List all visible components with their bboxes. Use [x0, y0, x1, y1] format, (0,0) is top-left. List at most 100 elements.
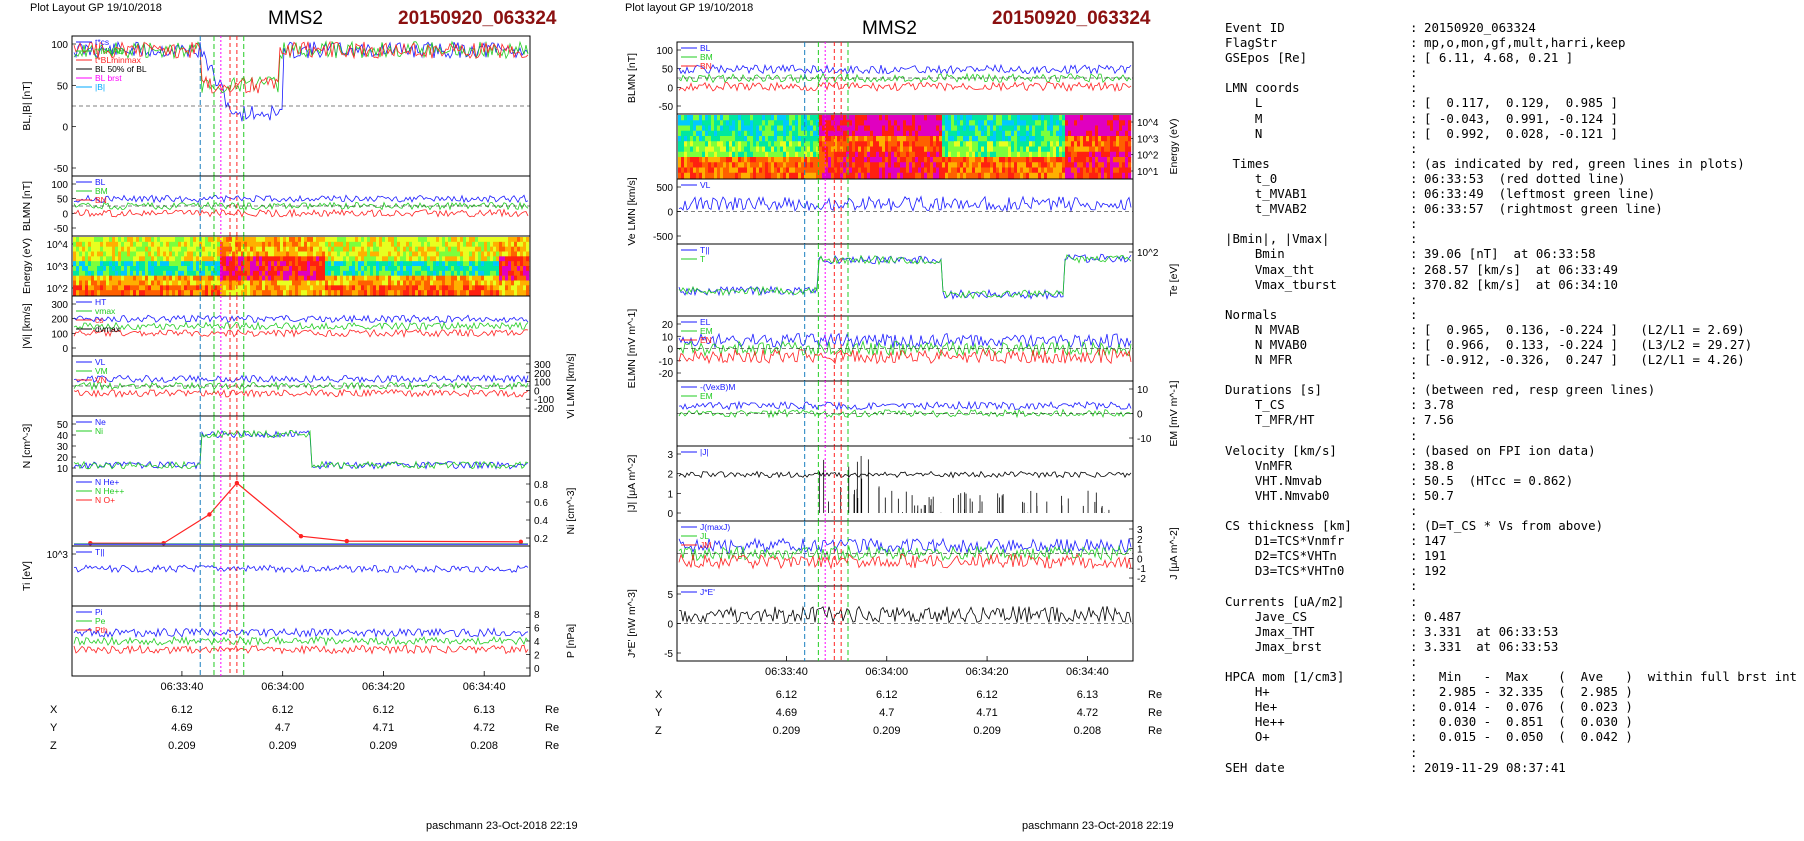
spectrogram-cell	[702, 167, 706, 174]
spectrogram-cell	[993, 115, 997, 121]
spectrogram-cell	[906, 130, 910, 137]
spectrogram-cell	[91, 290, 95, 296]
spectrogram-cell	[807, 115, 811, 121]
spectrogram-cell	[1014, 115, 1018, 121]
spectrogram-cell	[915, 115, 919, 121]
spectrogram-cell	[918, 167, 922, 174]
spectrogram-cell	[741, 141, 745, 147]
spectrogram-cell	[864, 167, 868, 174]
spectrogram-cell	[208, 246, 212, 252]
spectrogram-cell	[136, 256, 140, 262]
spectrogram-cell	[678, 146, 682, 153]
info-colon: :	[1410, 503, 1418, 518]
legend-label: BN	[95, 195, 107, 205]
spectrogram-cell	[463, 237, 467, 243]
spectrogram-cell	[1056, 136, 1060, 142]
spectrogram-cell	[1098, 146, 1102, 153]
spectrogram-cell	[867, 125, 871, 132]
spectrogram-cell	[870, 120, 874, 126]
spectrogram-cell	[1092, 115, 1096, 121]
spectrogram-cell	[744, 151, 748, 158]
spectrogram-cell	[1077, 125, 1081, 132]
spectrogram-cell	[247, 280, 251, 286]
spectrogram-cell	[855, 125, 859, 132]
spectrogram-cell	[469, 270, 473, 277]
spectrogram-cell	[822, 120, 826, 126]
spectrogram-cell	[837, 157, 841, 163]
spectrogram-cell	[1032, 151, 1036, 158]
spectrogram-cell	[1098, 136, 1102, 142]
spectrogram-cell	[906, 167, 910, 174]
spectrogram-cell	[714, 141, 718, 147]
spectrogram-cell	[855, 146, 859, 153]
spectrogram-cell	[807, 157, 811, 163]
spectrogram-cell	[831, 162, 835, 168]
spectrogram-cell	[975, 151, 979, 158]
spectrogram-cell	[879, 136, 883, 142]
spectrogram-cell	[451, 241, 455, 248]
spectrogram-cell	[178, 280, 182, 286]
spectrogram-cell	[349, 261, 353, 267]
spectrogram-cell	[741, 130, 745, 137]
spectrogram-cell	[88, 241, 92, 248]
spectrogram-cell	[1065, 146, 1069, 153]
spectrogram-cell	[786, 157, 790, 163]
spectrogram-cell	[993, 141, 997, 147]
spectrogram-cell	[289, 266, 293, 272]
spectrogram-cell	[256, 261, 260, 267]
spectrogram-cell	[97, 270, 101, 277]
spectrogram-cell	[481, 246, 485, 252]
spectrogram-cell	[843, 125, 847, 132]
spectrogram-cell	[244, 241, 248, 248]
spectrogram-cell	[1110, 141, 1114, 147]
spectrogram-cell	[990, 172, 994, 179]
spectrogram-cell	[244, 285, 248, 291]
spectrogram-cell	[993, 157, 997, 163]
spectrogram-cell	[873, 125, 877, 132]
spectrogram-cell	[106, 285, 110, 291]
spectrogram-cell	[406, 280, 410, 286]
spectrogram-cell	[897, 115, 901, 121]
coord-value: 4.72	[1077, 707, 1098, 719]
spectrogram-cell	[280, 251, 284, 257]
spectrogram-cell	[1092, 125, 1096, 132]
spectrogram-cell	[1014, 172, 1018, 179]
spectrogram-cell	[382, 285, 386, 291]
spectrogram-cell	[684, 125, 688, 132]
spectrogram-cell	[340, 261, 344, 267]
x-tick-label: 06:34:00	[865, 666, 908, 678]
spectrogram-cell	[232, 241, 236, 248]
spectrogram-cell	[526, 285, 530, 291]
spectrogram-cell	[211, 241, 215, 248]
spectrogram-cell	[984, 167, 988, 174]
spectrogram-cell	[735, 167, 739, 174]
spectrogram-cell	[502, 290, 506, 296]
spectrogram-cell	[819, 120, 823, 126]
spectrogram-cell	[735, 141, 739, 147]
spectrogram-cell	[921, 151, 925, 158]
info-row: Times: (as indicated by red, green lines …	[1225, 156, 1797, 171]
info-value: 3.331 at 06:33:53	[1424, 623, 1559, 639]
spectrogram-cell	[298, 270, 302, 277]
spectrogram-cell	[855, 162, 859, 168]
spectrogram-cell	[939, 151, 943, 158]
spectrogram-cell	[112, 280, 116, 286]
spectrogram-cell	[786, 136, 790, 142]
info-row: N:[ 0.992, 0.028, -0.121 ]	[1225, 126, 1797, 141]
spectrogram-cell	[894, 115, 898, 121]
spectrogram-cell	[1011, 157, 1015, 163]
spectrogram-cell	[918, 157, 922, 163]
spectrogram-cell	[322, 290, 326, 296]
info-colon: :	[1410, 186, 1418, 202]
spectrogram-cell	[885, 172, 889, 179]
spectrogram-cell	[810, 146, 814, 153]
spectrogram-cell	[741, 120, 745, 126]
data-point	[298, 534, 304, 539]
spectrogram-cell	[933, 125, 937, 132]
spectrogram-cell	[478, 275, 482, 281]
info-key: LMN coords	[1225, 80, 1300, 96]
spectrogram-cell	[295, 237, 299, 243]
spectrogram-cell	[768, 162, 772, 168]
